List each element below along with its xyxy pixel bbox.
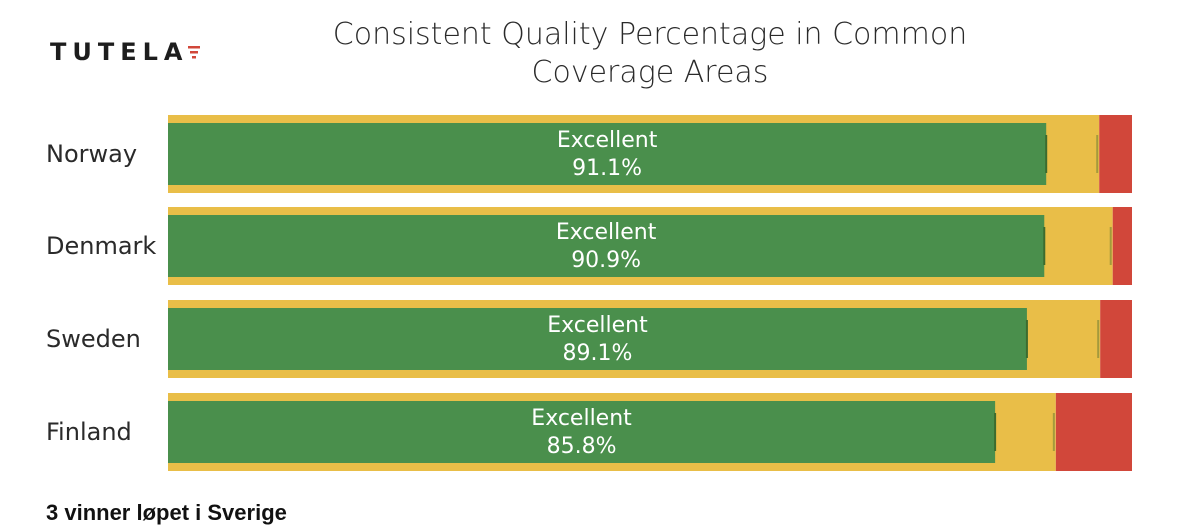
marker-good-norway <box>1096 135 1099 173</box>
bar-poor-denmark <box>1112 207 1132 285</box>
logo-signal-icon <box>187 46 200 59</box>
data-label-value-sweden: 89.1% <box>563 341 633 366</box>
data-label-category-norway: Excellent <box>557 128 658 153</box>
bar-excellent-sweden <box>168 308 1027 370</box>
bar-poor-finland <box>1055 393 1132 471</box>
marker-excellent-sweden <box>1025 320 1028 358</box>
marker-excellent-denmark <box>1043 227 1046 265</box>
bar-excellent-norway <box>168 123 1047 185</box>
row-label-finland: Finland <box>46 418 132 446</box>
row-label-norway: Norway <box>46 140 138 168</box>
bar-poor-norway <box>1099 115 1132 193</box>
logo-text: TUTELA <box>50 38 189 66</box>
stacked-bar-chart: Excellent 91.1% Excellent 90.9% Excellent 89.… <box>168 115 1132 471</box>
bar-excellent-finland <box>168 401 996 463</box>
data-label-value-finland: 85.8% <box>547 434 617 459</box>
bar-poor-sweden <box>1100 300 1132 378</box>
row-label-sweden: Sweden <box>46 325 141 353</box>
data-label-category-finland: Excellent <box>531 406 632 431</box>
marker-good-denmark <box>1109 227 1112 265</box>
marker-excellent-norway <box>1045 135 1048 173</box>
data-label-value-norway: 91.1% <box>572 156 642 181</box>
data-label-category-sweden: Excellent <box>547 313 648 338</box>
row-label-denmark: Denmark <box>46 232 157 260</box>
data-label-value-denmark: 90.9% <box>571 248 641 273</box>
footer-text: 3 vinner løpet i Sverige <box>46 500 287 525</box>
chart-title: Consistent Quality Percentage in Common … <box>332 17 968 90</box>
marker-good-sweden <box>1097 320 1100 358</box>
tutela-logo: TUTELA <box>50 38 201 66</box>
bar-excellent-denmark <box>168 215 1045 277</box>
data-label-category-denmark: Excellent <box>556 220 657 245</box>
marker-good-finland <box>1052 413 1055 451</box>
marker-excellent-finland <box>994 413 997 451</box>
